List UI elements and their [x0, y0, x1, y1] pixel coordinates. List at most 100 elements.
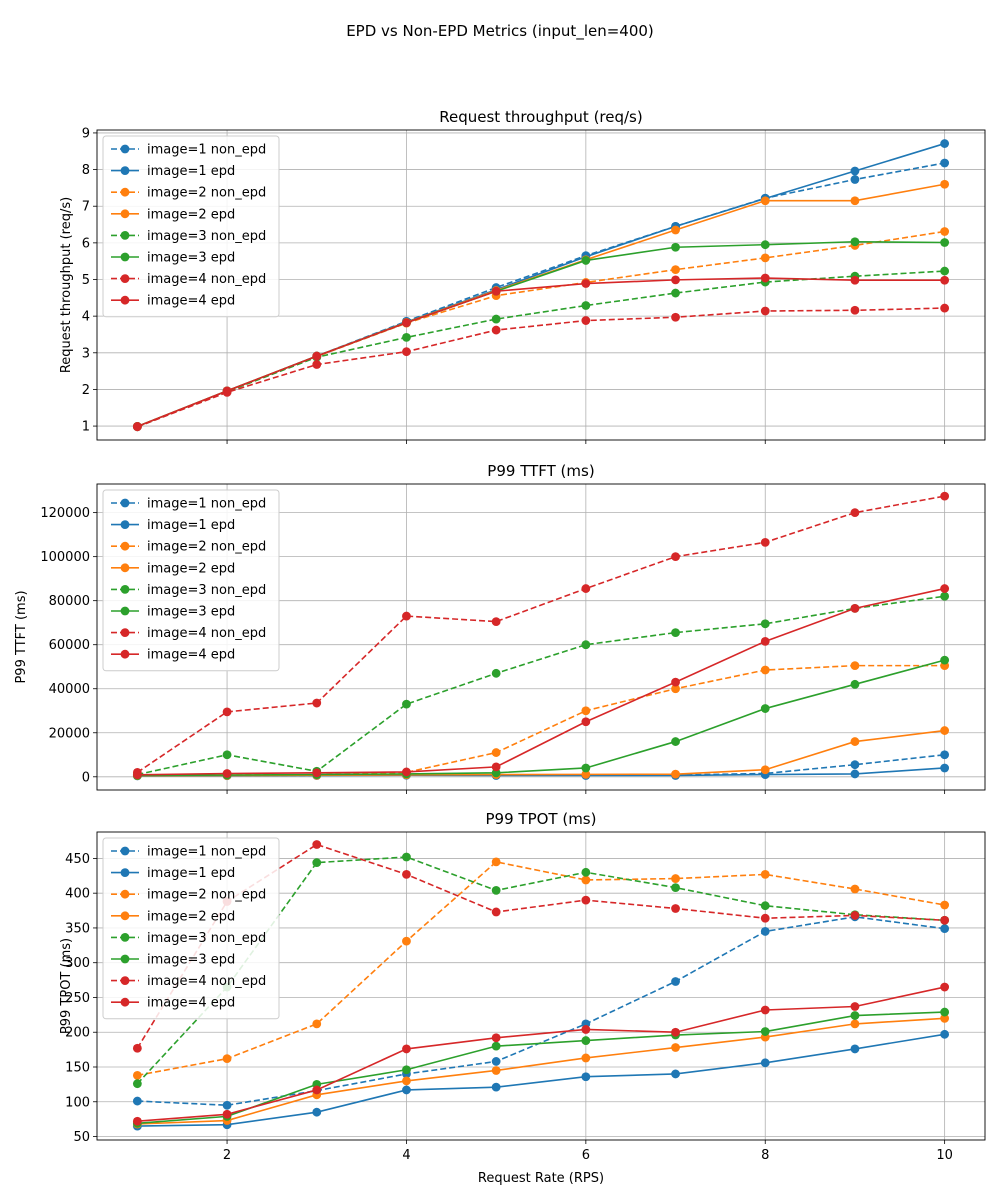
data-point	[940, 491, 950, 501]
legend-label: image=4 non_epd	[147, 272, 266, 287]
legend-marker	[120, 997, 130, 1007]
data-point	[850, 237, 860, 247]
legend-marker	[120, 252, 130, 262]
data-point	[940, 591, 950, 601]
legend-marker	[120, 144, 130, 154]
data-point	[581, 256, 591, 265]
data-point	[132, 1079, 142, 1089]
data-point	[491, 857, 501, 867]
data-point	[760, 240, 770, 250]
axes-frame	[96, 129, 986, 441]
panel-title: P99 TTFT (ms)	[487, 462, 594, 480]
data-point	[491, 286, 501, 296]
data-point	[940, 275, 950, 285]
data-point	[491, 1082, 501, 1092]
data-point	[760, 619, 770, 629]
y-axis-label: P99 TPOT (ms)	[59, 938, 74, 1034]
y-tick-label: 100000	[40, 550, 90, 565]
series-line	[137, 1017, 945, 1125]
data-point	[760, 1027, 770, 1036]
data-point	[940, 1029, 950, 1039]
data-point	[760, 637, 770, 646]
y-tick-label: 8	[82, 163, 90, 178]
data-point	[760, 1005, 770, 1015]
data-point	[671, 628, 680, 637]
data-point	[940, 924, 950, 934]
data-point	[671, 1043, 680, 1052]
x-tick-label: 2	[223, 1148, 231, 1163]
legend-label: image=2 non_epd	[147, 540, 266, 555]
y-tick-label: 200	[65, 1026, 90, 1041]
data-point	[940, 266, 950, 276]
chart-panel-3: 50 100 150 200 250 300 350 400 450 2 4 6 8 10 P99 TPOT…	[59, 810, 986, 1163]
legend-marker	[120, 846, 130, 856]
data-point	[671, 1027, 680, 1037]
data-point	[760, 901, 770, 911]
data-point	[581, 875, 591, 885]
data-point	[491, 886, 501, 895]
legend-label: image=2 non_epd	[147, 888, 266, 903]
data-point	[671, 312, 680, 322]
data-point	[402, 936, 411, 946]
data-point	[850, 737, 860, 746]
data-point	[940, 900, 950, 910]
legend-label: image=3 non_epd	[147, 229, 266, 244]
series-image-2-epd	[132, 1013, 950, 1129]
series-line	[137, 1033, 945, 1127]
data-point	[850, 661, 860, 671]
data-point	[402, 1085, 411, 1095]
x-axis-label: Request Rate (RPS)	[478, 1171, 604, 1186]
data-point	[132, 770, 142, 780]
series-line	[137, 986, 945, 1123]
y-tick-label: 80000	[49, 594, 90, 609]
y-tick-label: 7	[82, 200, 90, 215]
series-line	[137, 861, 945, 1077]
data-point	[940, 179, 950, 189]
data-point	[850, 166, 860, 176]
data-point	[760, 306, 770, 316]
data-point	[402, 767, 411, 777]
data-point	[581, 279, 591, 288]
legend-marker	[120, 649, 130, 659]
series-image-2-epd	[132, 726, 950, 781]
y-tick-label: 60000	[49, 638, 90, 653]
y-tick-label: 350	[65, 921, 90, 936]
data-point	[581, 640, 591, 650]
data-point	[940, 763, 950, 773]
series-line	[137, 729, 945, 777]
data-point	[940, 158, 950, 168]
legend-label: image=4 non_epd	[147, 974, 266, 989]
figure-suptitle: EPD vs Non-EPD Metrics (input_len=400)	[346, 22, 654, 41]
data-point	[671, 552, 680, 562]
data-point	[940, 655, 950, 665]
legend-label: image=3 non_epd	[147, 931, 266, 946]
y-tick-label: 0	[82, 770, 90, 785]
series-line	[137, 307, 945, 428]
data-point	[850, 1044, 860, 1054]
legend-box	[102, 837, 280, 1020]
data-point	[671, 769, 680, 779]
data-point	[312, 1019, 322, 1029]
data-point	[581, 717, 591, 727]
data-point	[581, 316, 591, 325]
data-point	[760, 704, 770, 713]
y-tick-label: 150	[65, 1060, 90, 1075]
data-point	[402, 332, 411, 342]
data-point	[581, 895, 591, 905]
legend-marker	[120, 976, 130, 985]
data-point	[402, 1044, 411, 1054]
legend-label: image=1 non_epd	[147, 845, 266, 860]
y-tick-label: 50	[73, 1130, 90, 1145]
legend-box	[102, 135, 280, 318]
data-point	[850, 603, 860, 613]
data-point	[312, 351, 322, 361]
legend-label: image=3 non_epd	[147, 583, 266, 598]
data-point	[132, 1043, 142, 1053]
data-point	[760, 870, 770, 879]
legend-marker	[120, 295, 130, 305]
axes-frame	[96, 831, 986, 1141]
data-point	[671, 737, 680, 746]
data-point	[760, 537, 770, 547]
data-point	[222, 1054, 232, 1064]
data-point	[581, 301, 591, 310]
